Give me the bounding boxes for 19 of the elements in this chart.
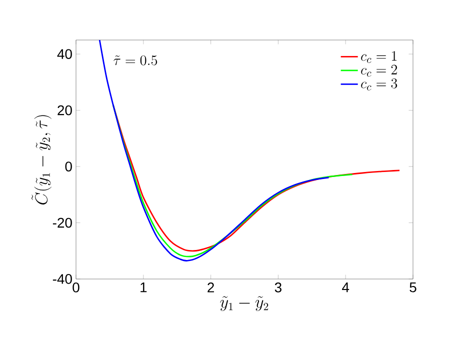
- x-tick-label: 2: [208, 282, 214, 292]
- y-tick-label: 40: [57, 49, 72, 60]
- legend-label: $c_c=1$: [361, 51, 397, 63]
- legend-label: $c_c=3$: [361, 78, 398, 90]
- x-axis-title: $\tilde{y}_1-\tilde{y}_2$: [220, 296, 268, 312]
- x-tick-label: 5: [410, 282, 416, 292]
- y-axis-title: $\tilde{C}(\tilde{y}_1-\tilde{y}_2,\tilde{\tau})$: [32, 115, 52, 204]
- y-tick-label: -40: [52, 274, 72, 284]
- annotation: $\tilde{\tau}=0.5$: [114, 55, 158, 66]
- y-tick-label: 0: [65, 162, 72, 172]
- x-tick-label: 0: [72, 282, 80, 292]
- legend-label: $c_c=2$: [361, 64, 397, 77]
- x-tick-label: 4: [342, 282, 350, 292]
- y-tick-label: 20: [58, 105, 72, 116]
- x-tick-label: 3: [274, 282, 282, 292]
- line-series: [98, 40, 330, 262]
- line-series: [112, 104, 400, 252]
- y-tick-label: -20: [52, 218, 72, 228]
- x-tick-label: 1: [140, 282, 147, 292]
